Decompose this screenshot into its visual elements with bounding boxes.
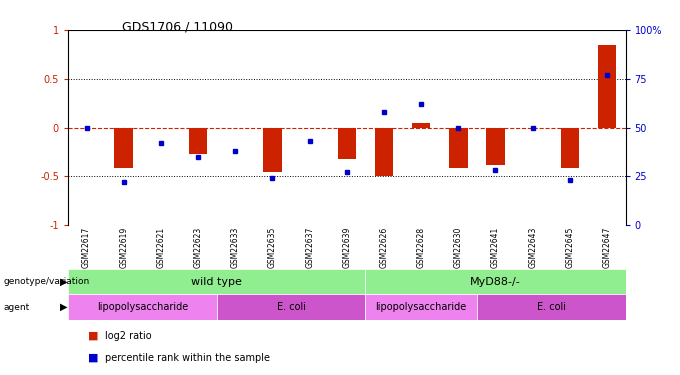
Text: log2 ratio: log2 ratio (105, 331, 152, 340)
Text: ▶: ▶ (59, 302, 67, 312)
Text: E. coli: E. coli (277, 302, 305, 312)
Bar (449, 128, 468, 168)
Bar (365, 294, 477, 320)
Bar (189, 128, 207, 154)
Text: ■: ■ (88, 331, 99, 340)
Bar (68, 269, 365, 294)
Bar (560, 128, 579, 168)
Bar (68, 294, 217, 320)
Bar (217, 294, 365, 320)
Text: ▶: ▶ (59, 277, 67, 286)
Text: wild type: wild type (191, 277, 242, 286)
Text: lipopolysaccharide: lipopolysaccharide (97, 302, 188, 312)
Bar (375, 128, 393, 176)
Bar (337, 128, 356, 159)
Bar (486, 128, 505, 165)
Text: percentile rank within the sample: percentile rank within the sample (105, 353, 271, 363)
Bar (114, 128, 133, 168)
Bar (365, 269, 626, 294)
Bar (412, 123, 430, 128)
Bar (263, 128, 282, 172)
Text: genotype/variation: genotype/variation (3, 277, 90, 286)
Bar (477, 294, 626, 320)
Text: GDS1706 / 11090: GDS1706 / 11090 (122, 21, 233, 34)
Text: MyD88-/-: MyD88-/- (470, 277, 521, 286)
Text: E. coli: E. coli (537, 302, 566, 312)
Bar (598, 45, 616, 128)
Text: ■: ■ (88, 353, 99, 363)
Text: lipopolysaccharide: lipopolysaccharide (375, 302, 466, 312)
Text: agent: agent (3, 303, 30, 312)
